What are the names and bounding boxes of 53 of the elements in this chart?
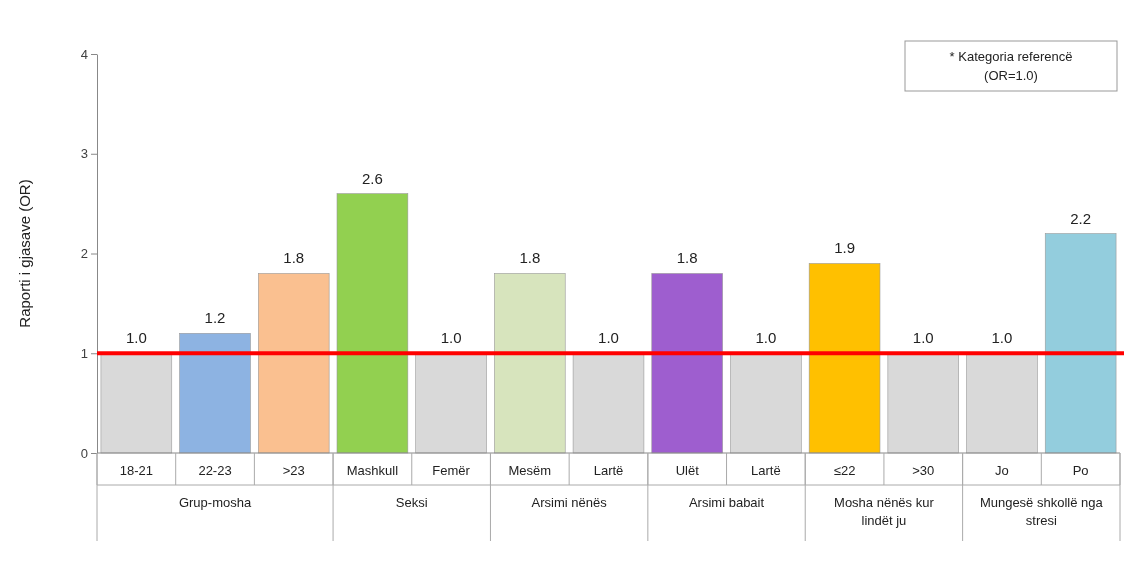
text: Arsimi babait [688,495,765,510]
x-tick-label: ≤22 [833,463,856,478]
data-label: 1.0 [125,329,147,347]
bar [1044,233,1117,454]
x-tick-label: 22-23 [198,463,232,478]
data-label: 1.8 [676,249,698,267]
y-axis-title: Raporti i gjasave (OR) [16,179,33,328]
text: Mosha nënës kur lindët ju [834,495,935,528]
x-tick-label: >30 [912,463,935,478]
x-tick-label: >23 [282,463,305,478]
bar [336,193,409,454]
bar [966,352,1038,454]
bar [730,352,802,454]
data-label: 1.0 [755,329,777,347]
bar [651,273,723,454]
data-label: 2.2 [1070,209,1092,227]
x-tick-label: Femër [432,463,471,478]
x-tick-label: Mesëm [508,463,552,478]
y-tick-label: 1 [80,345,88,361]
x-tick-label: Mashkull [346,463,399,478]
text: Seksi [395,495,428,510]
data-label: 1.0 [440,329,462,347]
x-tick-label: 18-21 [119,463,153,478]
text: Mungesë shkollë nga stresi [979,495,1104,528]
bar [887,352,959,454]
data-label: 1.8 [283,249,305,267]
x-tick-label: Po [1072,463,1089,478]
data-label: 1.0 [598,329,619,347]
text: Arsimi nënës [531,495,608,510]
data-label: 1.8 [519,249,541,267]
y-tick-label: 3 [80,146,88,162]
text: Grup-mosha [178,495,252,510]
data-label: 2.6 [361,169,383,187]
data-label: 1.0 [912,329,934,347]
bar [808,263,881,454]
data-label: 1.9 [834,239,856,257]
y-tick-label: 0 [80,445,88,461]
note-box: * Kategoria referencë (OR=1.0) [904,40,1118,92]
bar [572,352,645,454]
y-tick-label: 2 [80,246,88,262]
data-label: 1.0 [991,329,1013,347]
bar [415,352,487,454]
x-tick-label: Jo [995,463,1009,478]
x-tick-label: Lartë [751,463,781,478]
bar [179,333,251,454]
y-tick-label: 4 [80,46,88,62]
bar [258,273,330,454]
x-tick-label: Lartë [593,463,624,478]
bar [100,352,173,454]
x-tick-label: Ulët [675,463,700,478]
annotation: * Kategoria referencë (OR=1.0) [949,49,1073,83]
data-label: 1.2 [204,309,226,327]
bar [494,273,566,454]
